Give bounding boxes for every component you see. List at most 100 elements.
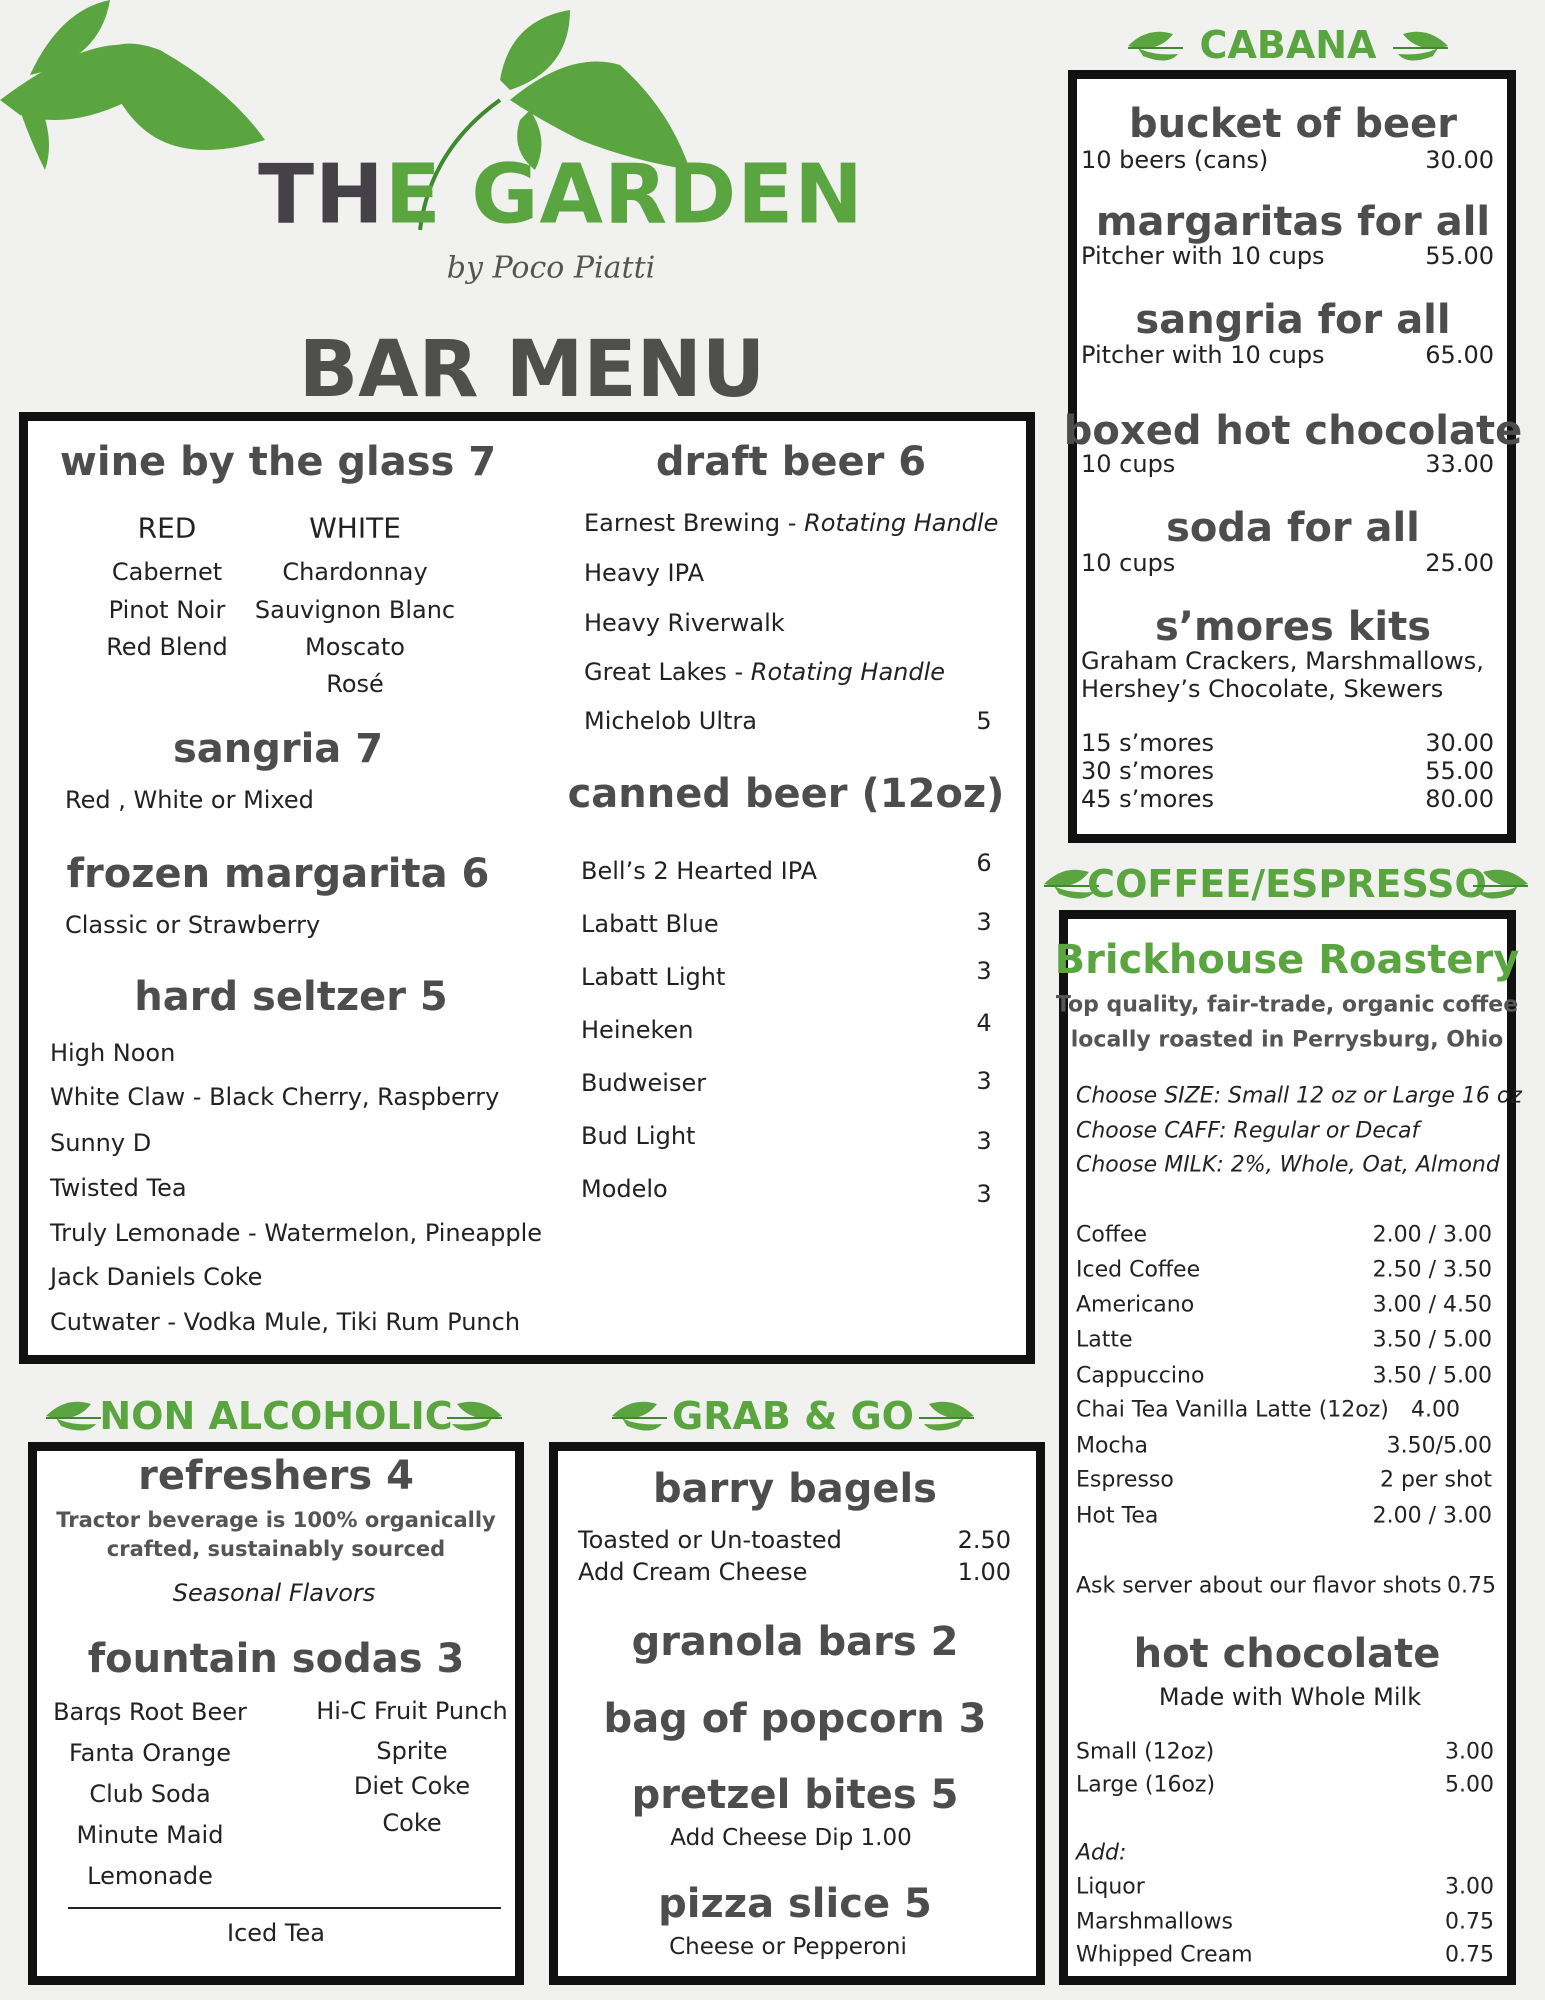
cabana-item-title: soda for all [1166,505,1420,551]
hot-chocolate-desc: Made with Whole Milk [1158,1683,1422,1711]
drinks-box [19,412,1035,1364]
grab-box [549,1442,1045,1985]
draft-price: 5 [976,707,992,735]
refreshers-title: refreshers 4 [138,1453,414,1499]
cabana-item-desc: 10 beers (cans) [1081,146,1269,174]
red-label: RED [137,511,197,545]
page-title: BAR MENU [298,325,766,415]
soda-item: Club Soda [89,1780,211,1808]
nonalc-box [28,1442,524,1985]
coffee-box [1059,910,1516,1985]
canned-title: canned beer (12oz) [567,771,1005,817]
coffee-price: 4.00 [1411,1397,1460,1423]
add-price: 0.75 [1445,1909,1494,1935]
cabana-header: CABANA [1199,23,1377,67]
wine-item: Pinot Noir [108,596,226,624]
smores-desc: Graham Crackers, Marshmallows, [1081,647,1484,675]
pretzel-title: pretzel bites 5 [631,1772,959,1818]
add-price: 3.00 [1445,1874,1494,1900]
canned-item: Budweiser [581,1069,707,1097]
wine-item: Red Blend [106,633,228,661]
sangria-desc: Red , White or Mixed [65,786,314,814]
smores-price: 80.00 [1425,785,1494,813]
coffee-choice: Choose CAFF: Regular or Decaf [1076,1118,1420,1144]
coffee-item: Coffee [1076,1222,1148,1248]
draft-item: Heavy Riverwalk [584,609,785,637]
leaf-icon [446,1400,502,1432]
canned-item: Bell’s 2 Hearted IPA [581,857,818,885]
cabana-item-desc: Pitcher with 10 cups [1081,242,1325,270]
leaf-icon [612,1400,668,1432]
wine-item: Cabernet [111,558,223,586]
coffee-price: 2.00 / 3.00 [1372,1222,1492,1248]
coffee-item: Mocha [1076,1433,1148,1459]
cabana-item-title: boxed hot chocolate [1063,408,1523,454]
soda-item: Hi-C Fruit Punch [316,1697,508,1725]
draft-item: Earnest Brewing - Rotating Handle [584,509,999,537]
wine-item: Moscato [305,633,405,661]
cabana-item-desc: 10 cups [1081,450,1176,478]
smores-price: 30.00 [1425,729,1494,757]
add-label: Add: [1076,1840,1127,1866]
wine-item: Chardonnay [282,558,428,586]
roaster-title: Brickhouse Roastery [1054,937,1520,983]
wine-title: wine by the glass 7 [59,439,497,485]
leaf-icon [1128,30,1184,62]
add-item: Liquor [1076,1874,1145,1900]
seltzer-item: Sunny D [50,1129,152,1157]
coffee-price: 3.50 / 5.00 [1372,1363,1492,1389]
flavor-shots-note: Ask server about our flavor shots [1076,1573,1442,1599]
smores-option: 15 s’mores [1081,729,1214,757]
coffee-price: 3.50/5.00 [1386,1433,1492,1459]
draft-item: Michelob Ultra [584,707,757,735]
coffee-item: Espresso [1076,1467,1174,1493]
cabana-item-title: bucket of beer [1129,101,1457,147]
coffee-item: Latte [1076,1327,1133,1353]
coffee-choice: Choose SIZE: Small 12 oz or Large 16 oz [1076,1083,1522,1109]
cabana-item-desc: 10 cups [1081,549,1176,577]
frozen-desc: Classic or Strawberry [65,911,321,939]
bagel-price: 2.50 [957,1526,1011,1554]
roaster-tagline: Top quality, fair-trade, organic coffee [1055,992,1519,1018]
coffee-price: 2.50 / 3.50 [1372,1257,1492,1283]
brand-byline: by Poco Piatti [446,250,656,286]
coffee-price: 3.50 / 5.00 [1372,1327,1492,1353]
pizza-desc: Cheese or Pepperoni [669,1934,907,1960]
soda-item: Barqs Root Beer [53,1698,247,1726]
cabana-item-desc: Pitcher with 10 cups [1081,341,1325,369]
divider [68,1907,501,1909]
coffee-item: Iced Coffee [1076,1257,1201,1283]
canned-item: Bud Light [581,1122,696,1150]
bagel-option: Add Cream Cheese [578,1558,808,1586]
refreshers-desc: crafted, sustainably sourced [106,1537,446,1561]
coffee-item: Americano [1076,1292,1195,1318]
cabana-box [1068,70,1516,843]
seltzer-item: Cutwater - Vodka Mule, Tiki Rum Punch [50,1308,521,1336]
leaf-icon [1392,30,1448,62]
pretzel-desc: Add Cheese Dip 1.00 [670,1825,912,1851]
leaf-icon [918,1400,974,1432]
wine-item: Rosé [326,670,384,698]
cabana-item-price: 65.00 [1425,341,1494,369]
coffee-price: 2.00 / 3.00 [1372,1503,1492,1529]
bagel-option: Toasted or Un-toasted [578,1526,842,1554]
canned-item: Modelo [581,1175,668,1203]
coffee-price: 3.00 / 4.50 [1372,1292,1492,1318]
draft-title: draft beer 6 [655,439,927,485]
seltzer-item: Twisted Tea [50,1174,187,1202]
smores-title: s’mores kits [1155,604,1431,650]
hot-choc-price: 3.00 [1445,1739,1494,1765]
leaf-icon [1472,868,1528,900]
add-item: Marshmallows [1076,1909,1233,1935]
canned-price: 3 [976,957,992,985]
soda-item: Lemonade [87,1862,213,1890]
leaf-branch-center-icon [418,10,690,230]
soda-item: Minute Maid [76,1821,224,1849]
roaster-tagline: locally roasted in Perrysburg, Ohio [1070,1027,1504,1053]
canned-price: 3 [976,1180,992,1208]
nonalc-header: NON ALCOHOLIC [99,1394,453,1438]
canned-item: Labatt Light [581,963,726,991]
add-price: 0.75 [1445,1942,1494,1968]
hot-chocolate-title: hot chocolate [1133,1631,1441,1677]
coffee-price: 2 per shot [1379,1467,1492,1493]
